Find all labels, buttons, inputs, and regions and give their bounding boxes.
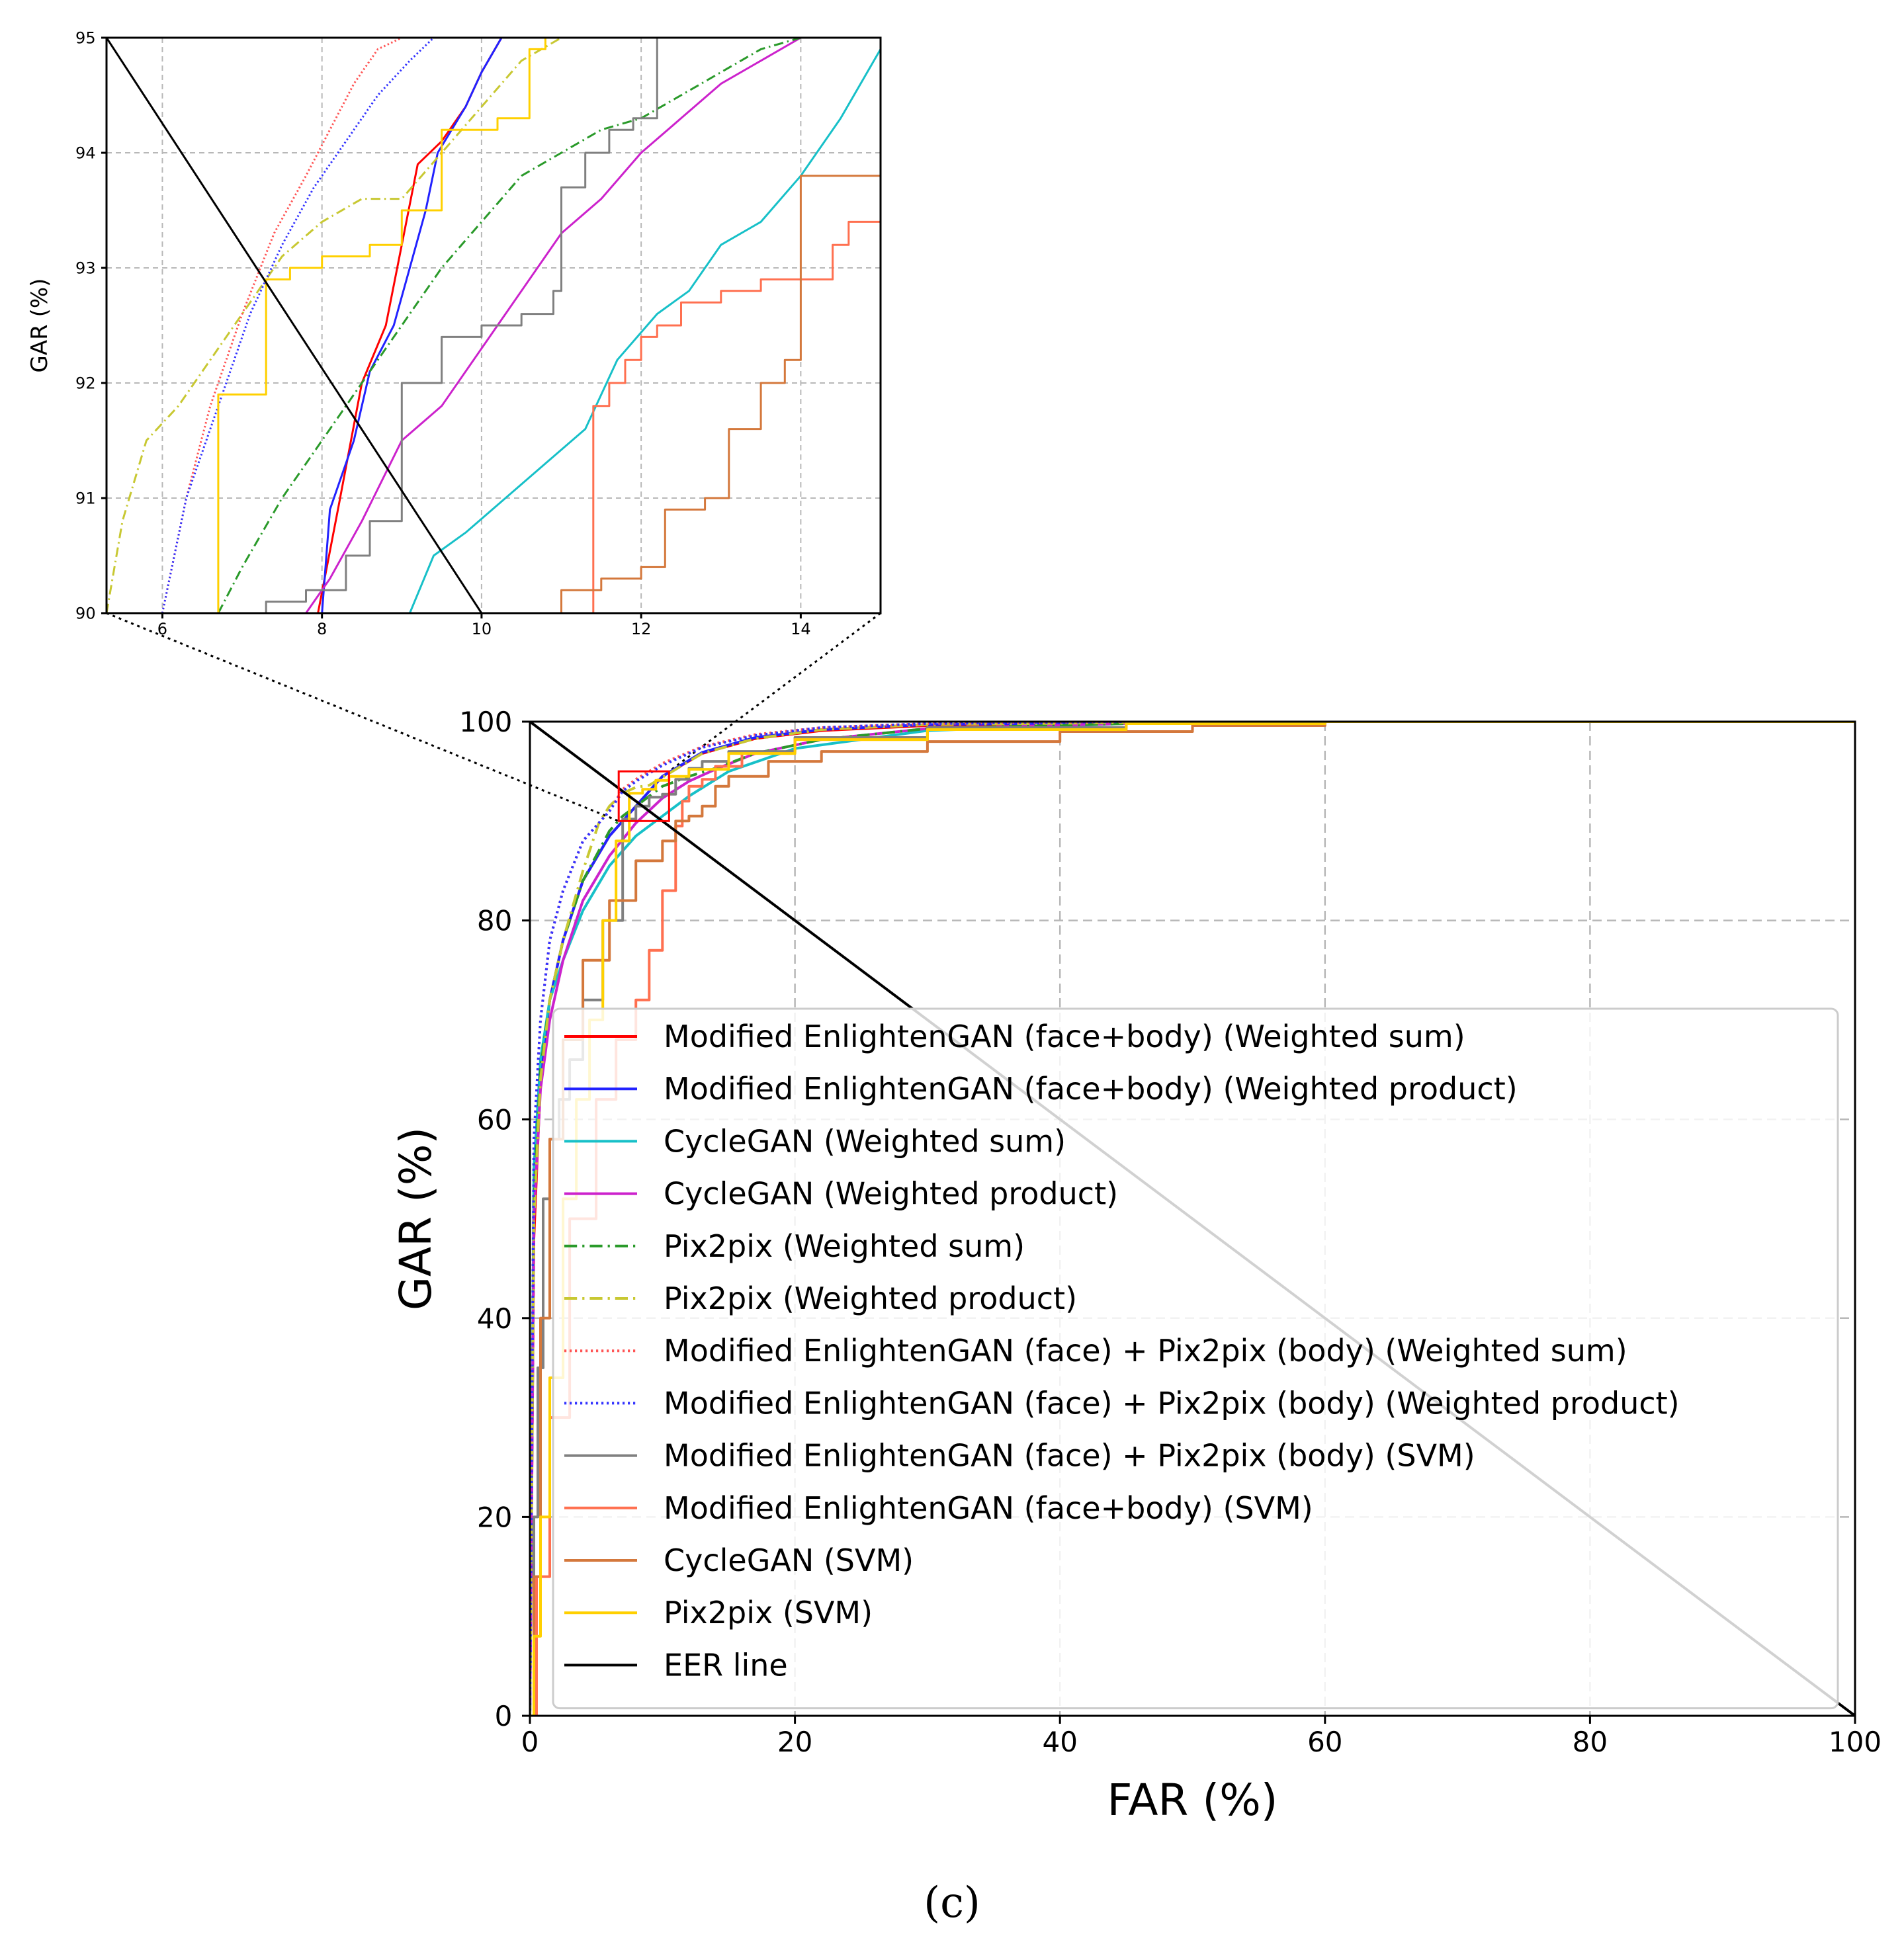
series-line-pix2pix-weighted-product [530, 722, 1855, 1716]
legend-label-modified-enlightengan-face-pix2pix-body-weighted-sum: Modified EnlightenGAN (face) + Pix2pix (… [664, 1333, 1627, 1369]
series-line-cyclegan-weighted-sum [409, 48, 881, 613]
zoom-connector-lines [106, 612, 881, 822]
series-line-cyclegan-weighted-product [305, 38, 802, 613]
y-tick-label: 92 [75, 374, 96, 393]
legend-label-cyclegan-svm: CycleGAN (SVM) [664, 1543, 914, 1578]
series-line-modified-enlightengan-face-pix2pix-body-svm [242, 38, 658, 613]
x-tick-label: 100 [1829, 1726, 1882, 1758]
y-tick-label: 40 [477, 1302, 512, 1335]
x-tick-label: 8 [317, 620, 327, 638]
legend-label-modified-enlightengan-face-pix2pix-body-weighted-product: Modified EnlightenGAN (face) + Pix2pix (… [664, 1385, 1680, 1421]
x-tick-label: 10 [472, 620, 492, 638]
x-tick-label: 14 [791, 620, 811, 638]
x-axis-label: FAR (%) [1107, 1775, 1277, 1826]
series-line-cyclegan-svm [529, 175, 881, 613]
series-line-pix2pix-svm [217, 38, 546, 613]
legend-box [552, 1007, 1839, 1710]
legend-label-modified-enlightengan-face-pix2pix-body-svm: Modified EnlightenGAN (face) + Pix2pix (… [664, 1438, 1475, 1474]
series-line-modified-enlightengan-face-body-weighted-sum [317, 38, 503, 613]
legend-label-cyclegan-weighted-sum: CycleGAN (Weighted sum) [664, 1123, 1066, 1159]
x-tick-label: 20 [777, 1726, 812, 1758]
x-tick-label: 60 [1307, 1726, 1342, 1758]
series-line-modified-enlightengan-face-body-svm [592, 210, 881, 613]
connector-line-right [668, 612, 881, 773]
series-line-pix2pix-weighted-sum [217, 38, 801, 613]
legend-label-pix2pix-weighted-product: Pix2pix (Weighted product) [664, 1281, 1077, 1316]
series-line-modified-enlightengan-face-pix2pix-body-weighted-product [530, 722, 1855, 1716]
series-line-modified-enlightengan-face-pix2pix-body-weighted-product [161, 38, 435, 613]
series-line-modified-enlightengan-face-pix2pix-body-weighted-sum [161, 38, 402, 613]
series-line-pix2pix-svm [530, 722, 1855, 1716]
series-line-eer-line [107, 38, 483, 613]
legend-label-modified-enlightengan-face-body-weighted-sum: Modified EnlightenGAN (face+body) (Weigh… [664, 1019, 1465, 1054]
x-tick-label: 6 [157, 620, 167, 638]
x-tick-label: 12 [631, 620, 652, 638]
y-tick-label: 0 [495, 1700, 513, 1732]
x-tick-label: 0 [521, 1726, 539, 1758]
y-tick-label: 60 [477, 1103, 512, 1136]
y-tick-label: 100 [459, 706, 512, 738]
main-plot-frame [529, 720, 1856, 1717]
series-line-pix2pix-weighted-product [107, 38, 562, 613]
inset-series [107, 38, 881, 613]
legend-label-eer-line: EER line [664, 1647, 788, 1683]
legend-label-pix2pix-weighted-sum: Pix2pix (Weighted sum) [664, 1228, 1025, 1264]
y-axis-label: GAR (%) [390, 1127, 441, 1310]
legend-label-pix2pix-svm: Pix2pix (SVM) [664, 1595, 873, 1630]
connector-line-left [106, 612, 619, 822]
y-tick-label: 20 [477, 1501, 512, 1534]
y-axis-label: GAR (%) [26, 278, 53, 373]
y-tick-label: 90 [75, 605, 96, 623]
y-tick-label: 91 [75, 489, 96, 508]
zoom-region-box [617, 770, 670, 822]
y-tick-label: 94 [75, 144, 96, 163]
inset-plot-frame [105, 36, 882, 614]
y-tick-label: 95 [75, 29, 96, 48]
y-tick-label: 93 [75, 259, 96, 278]
legend-label-modified-enlightengan-face-body-svm: Modified EnlightenGAN (face+body) (SVM) [664, 1490, 1313, 1526]
main-roc-chart: 0 20 40 60 80 100 0 20 40 60 80 100 FAR (%) GAR (%) Mo… [390, 706, 1882, 1826]
legend-label-modified-enlightengan-face-body-weighted-product: Modified EnlightenGAN (face+body) (Weigh… [664, 1071, 1518, 1107]
x-tick-label: 80 [1573, 1726, 1608, 1758]
figure-caption: (c) [924, 1879, 980, 1927]
x-tick-label: 40 [1042, 1726, 1077, 1758]
inset-zoom-chart: 6 8 10 12 14 90 91 92 93 94 95 GAR (%) [26, 29, 882, 638]
y-tick-label: 80 [477, 905, 512, 937]
series-line-modified-enlightengan-face-body-weighted-product [321, 38, 503, 613]
legend-label-cyclegan-weighted-product: CycleGAN (Weighted product) [664, 1176, 1118, 1212]
legend: Modified EnlightenGAN (face+body) (Weigh… [552, 1007, 1839, 1710]
